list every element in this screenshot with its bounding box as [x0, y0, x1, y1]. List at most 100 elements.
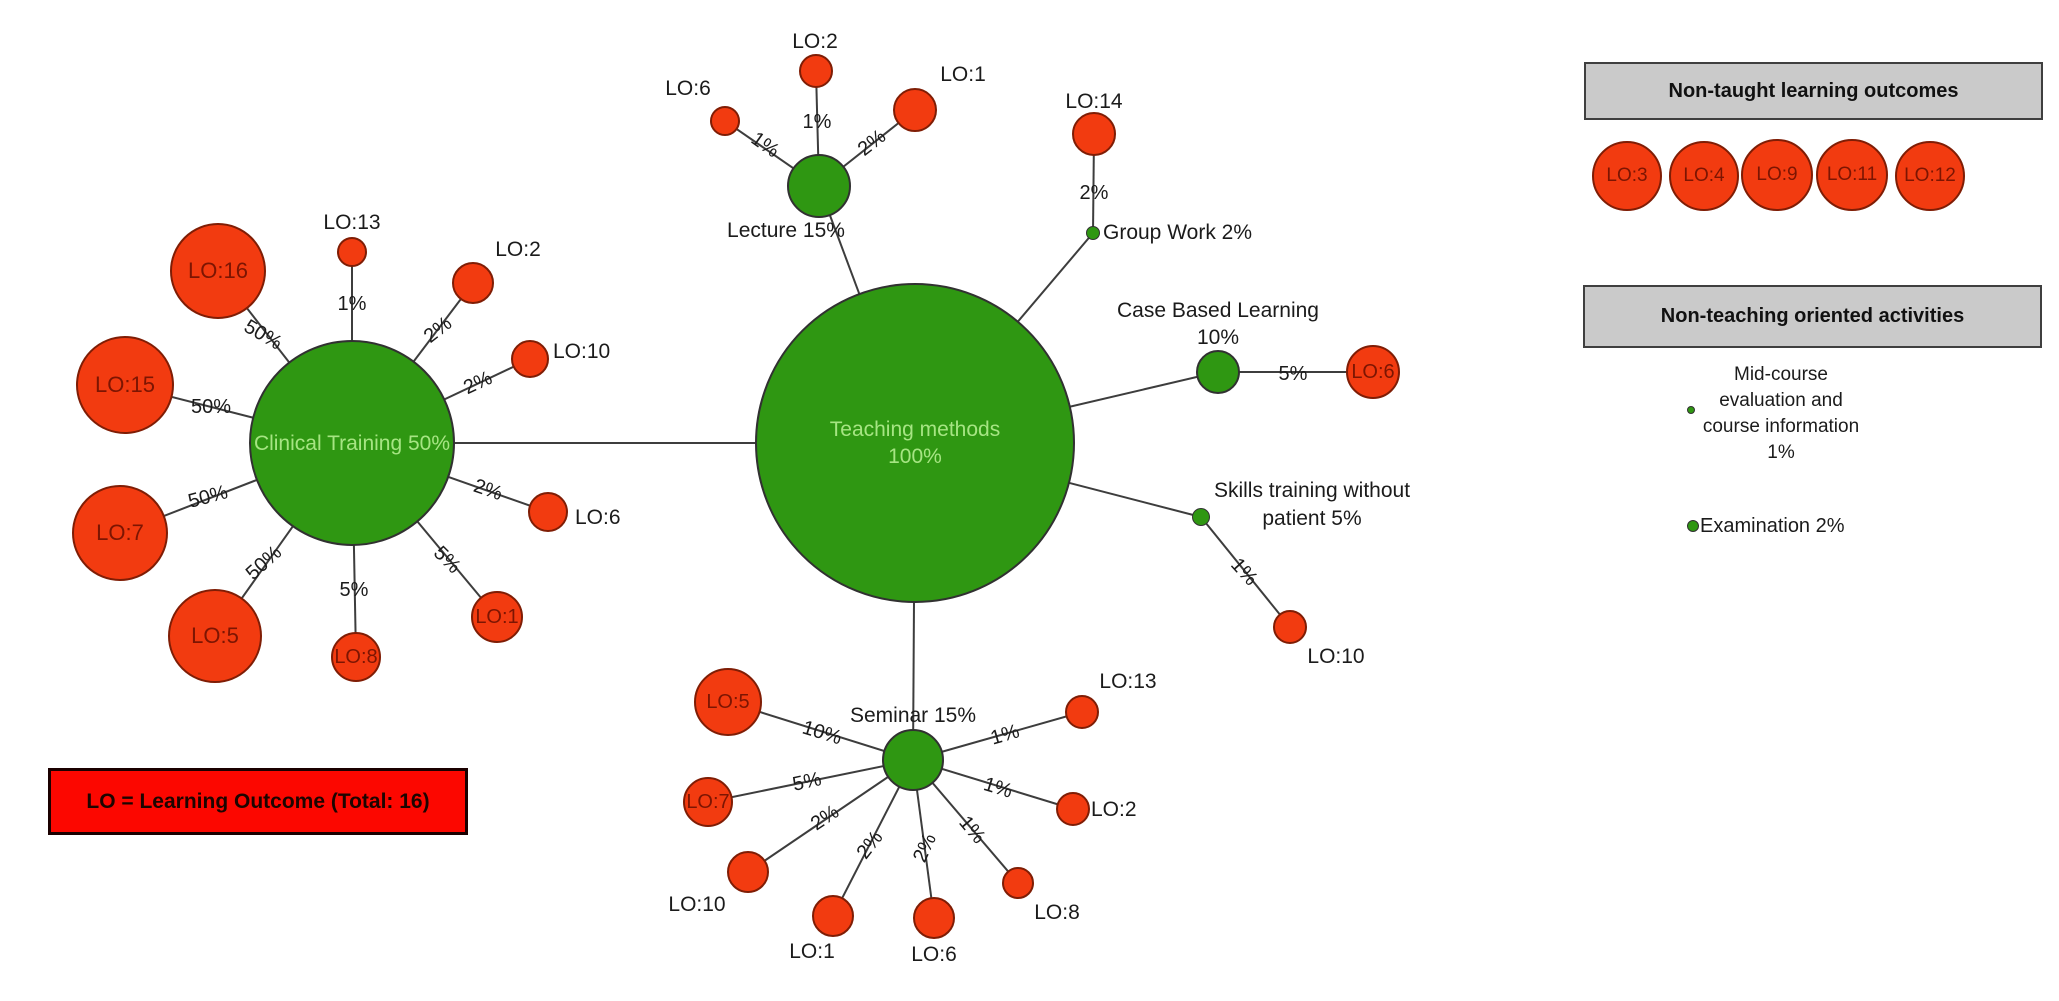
seminar-sat-lo7-label: LO:7 — [686, 790, 730, 813]
edge-pct-label: 50% — [241, 541, 287, 585]
teaching-methods-label: Teaching methods 100% — [829, 418, 1001, 468]
lecture-sat-lo1-node — [893, 88, 937, 132]
skills-training-node — [1192, 508, 1210, 526]
edge-pct-label: 1% — [954, 811, 990, 849]
lecture-sat-lo2-label: LO:2 — [792, 30, 838, 53]
edge-pct-label: 2% — [806, 800, 844, 836]
edge-pct-label: 1% — [980, 773, 1016, 803]
legend-lo9-label: LO:9 — [1756, 164, 1798, 185]
clinical-sat-lo1-label: LO:1 — [475, 605, 519, 628]
seminar-sat-lo7-node: LO:7 — [683, 777, 733, 827]
group-work-node — [1086, 226, 1100, 240]
edge-pct-label: 5% — [429, 542, 465, 578]
case-based-learning-title: Case Based Learning — [1117, 299, 1319, 322]
edge-pct-label: 2% — [470, 474, 506, 506]
examination-dot — [1687, 520, 1699, 532]
clinical-sat-lo16-node: LO:16 — [170, 223, 266, 319]
clinical-sat-lo10-label: LO:10 — [553, 340, 611, 363]
legend-lo12-node: LO:12 — [1895, 141, 1965, 211]
groupwork-sat-lo14-node — [1072, 112, 1116, 156]
clinical-sat-lo2-node — [452, 262, 494, 304]
clinical-sat-lo5-label: LO:5 — [191, 623, 239, 648]
clinical-sat-lo15-node: LO:15 — [76, 336, 174, 434]
edge-pct-label: 5% — [1278, 363, 1308, 385]
seminar-sat-lo6-label: LO:6 — [911, 943, 957, 966]
skills-training-title-line1: Skills training without — [1213, 479, 1411, 502]
clinical-training-label: Clinical Training 50% — [253, 431, 451, 455]
edge-pct-label: 2% — [908, 830, 942, 866]
edge-pct-label: 1% — [988, 720, 1022, 750]
seminar-label: Seminar 15% — [849, 704, 977, 727]
seminar-sat-lo5-node: LO:5 — [694, 668, 762, 736]
clinical-sat-lo15-label: LO:15 — [95, 372, 155, 397]
legend-lo11-node: LO:11 — [1816, 139, 1888, 211]
seminar-sat-lo5-label: LO:5 — [706, 690, 750, 713]
legend-lo3-node: LO:3 — [1592, 141, 1662, 211]
seminar-sat-lo8-node — [1002, 867, 1034, 899]
edge-pct-label: 1% — [337, 293, 367, 315]
edge-pct-label: 50% — [240, 315, 286, 355]
lecture-sat-lo2-node — [799, 54, 833, 88]
lecture-sat-lo6-label: LO:6 — [665, 77, 711, 100]
clinical-sat-lo7-node: LO:7 — [72, 485, 168, 581]
edge-pct-label: 2% — [460, 366, 496, 400]
footnote-text: LO = Learning Outcome (Total: 16) — [86, 789, 430, 813]
examination-label: Examination 2% — [1700, 515, 1845, 537]
legend-lo11-label: LO:11 — [1826, 164, 1878, 185]
clinical-sat-lo5-node: LO:5 — [168, 589, 262, 683]
clinical-sat-lo16-label: LO:16 — [188, 258, 248, 283]
casebased-sat-lo6-node: LO:6 — [1346, 345, 1400, 399]
seminar-sat-lo2-label: LO:2 — [1091, 798, 1137, 821]
legend-lo12-label: LO:12 — [1904, 165, 1956, 186]
midcourse-dot — [1687, 406, 1695, 414]
footnote-box: LO = Learning Outcome (Total: 16) — [48, 768, 468, 835]
groupwork-sat-lo14-label: LO:14 — [1065, 90, 1123, 113]
edge-pct-label: 1% — [1226, 553, 1262, 591]
clinical-sat-lo6-node — [528, 492, 568, 532]
skills-sat-lo10-node — [1273, 610, 1307, 644]
edge-pct-label: 1% — [802, 111, 832, 133]
clinical-sat-lo6-label: LO:6 — [575, 506, 621, 529]
teaching-methods-node: Teaching methods 100% — [755, 283, 1075, 603]
edge-pct-label: 10% — [799, 716, 845, 750]
clinical-sat-lo10-node — [511, 340, 549, 378]
legend-activities-box: Non-teaching oriented activities — [1583, 285, 2042, 348]
edge-pct-label: 5% — [790, 768, 824, 796]
clinical-sat-lo7-label: LO:7 — [96, 520, 144, 545]
skills-sat-lo10-label: LO:10 — [1307, 645, 1365, 668]
lecture-node — [787, 154, 851, 218]
clinical-sat-lo2-label: LO:2 — [495, 238, 541, 261]
edge-pct-label: 50% — [190, 396, 232, 418]
seminar-sat-lo10-node — [727, 851, 769, 893]
clinical-sat-lo8-node: LO:8 — [331, 632, 381, 682]
clinical-sat-lo13-label: LO:13 — [323, 211, 381, 234]
group-work-label: Group Work 2% — [1103, 221, 1252, 244]
seminar-sat-lo1-node — [812, 895, 854, 937]
edge-pct-label: 5% — [339, 579, 369, 601]
seminar-sat-lo2-node — [1056, 792, 1090, 826]
legend-lo4-node: LO:4 — [1669, 141, 1739, 211]
clinical-sat-lo8-label: LO:8 — [334, 645, 378, 668]
edge-pct-label: 2% — [419, 312, 457, 348]
casebased-sat-lo6-label: LO:6 — [1351, 360, 1395, 383]
seminar-sat-lo6-node — [913, 897, 955, 939]
legend-activities-title: Non-teaching oriented activities — [1660, 305, 1965, 327]
lecture-sat-lo1-label: LO:1 — [940, 63, 986, 86]
edge-pct-label: 1% — [746, 127, 784, 163]
legend-lo4-label: LO:4 — [1683, 165, 1725, 186]
seminar-sat-lo10-label: LO:10 — [668, 893, 726, 916]
legend-lo9-node: LO:9 — [1741, 139, 1813, 211]
seminar-sat-lo8-label: LO:8 — [1034, 901, 1080, 924]
clinical-sat-lo13-node — [337, 237, 367, 267]
midcourse-label: Mid-course evaluation and course informa… — [1702, 364, 1860, 463]
edge-pct-label: 2% — [853, 125, 891, 161]
seminar-sat-lo13-node — [1065, 695, 1099, 729]
legend-non-taught-box: Non-taught learning outcomes — [1584, 62, 2043, 120]
edge-pct-label: 2% — [852, 826, 888, 864]
legend-non-taught-title: Non-taught learning outcomes — [1668, 79, 1959, 102]
edge-pct-label: 2% — [1079, 182, 1109, 204]
case-based-learning-node — [1196, 350, 1240, 394]
seminar-sat-lo13-label: LO:13 — [1099, 670, 1157, 693]
clinical-training-node: Clinical Training 50% — [249, 340, 455, 546]
